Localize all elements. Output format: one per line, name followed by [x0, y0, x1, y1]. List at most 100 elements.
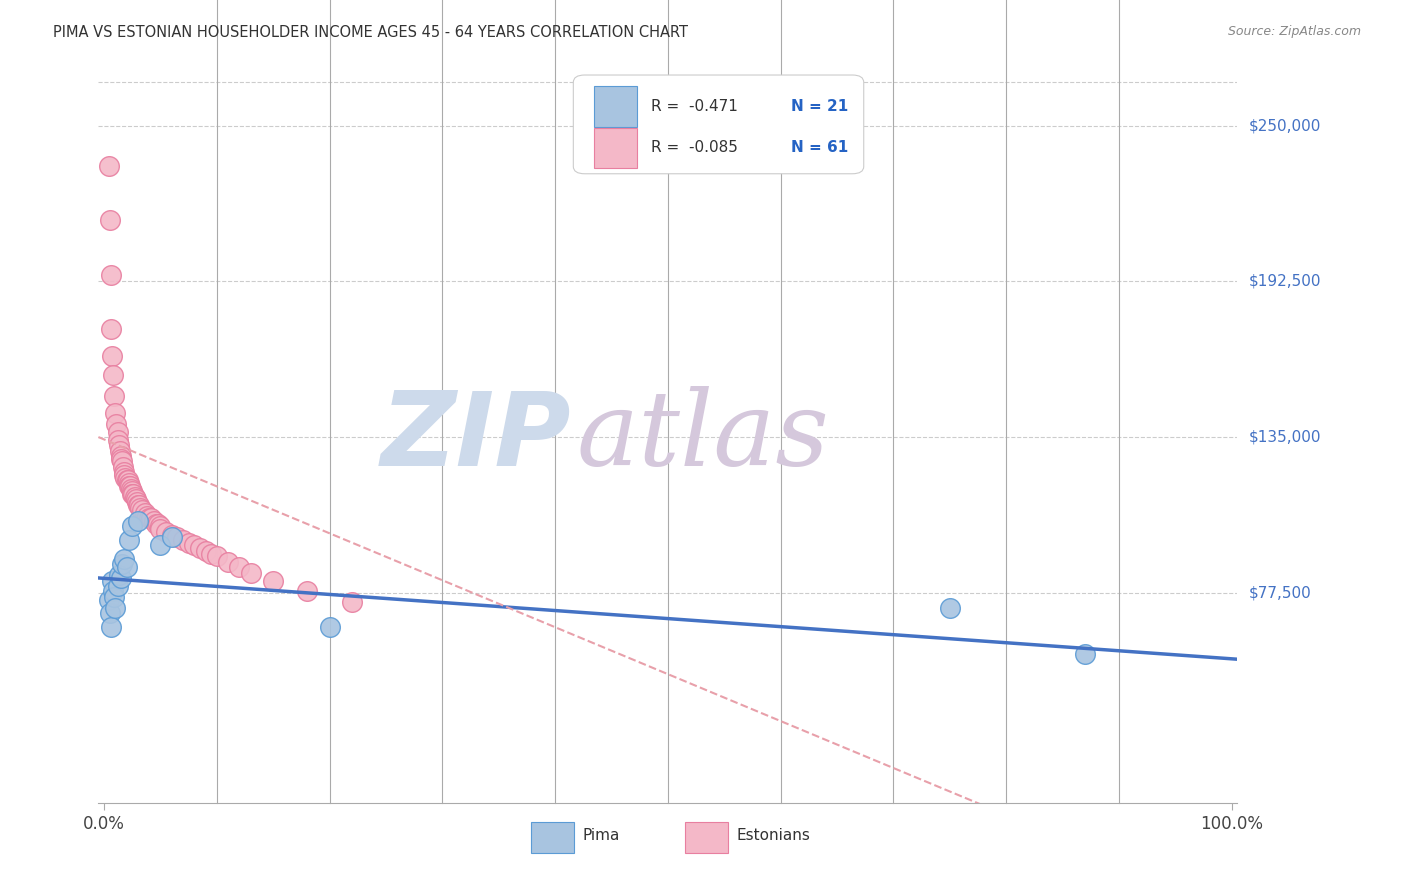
Point: [141, 511, 163, 525]
Text: ZIP: ZIP: [381, 386, 571, 488]
Point: [160, 530, 183, 544]
FancyBboxPatch shape: [574, 75, 863, 174]
Point: [125, 495, 148, 509]
Point: [131, 503, 153, 517]
Point: [107, 438, 129, 452]
Text: $77,500: $77,500: [1249, 585, 1312, 600]
Text: atlas: atlas: [576, 386, 830, 488]
Text: N = 21: N = 21: [790, 99, 848, 114]
Point: [101, 349, 124, 363]
Point: [100, 268, 122, 282]
Point: [149, 538, 172, 552]
Point: [112, 459, 135, 474]
Point: [142, 514, 165, 528]
Point: [148, 516, 170, 531]
Point: [107, 568, 129, 582]
Point: [129, 500, 152, 515]
Point: [107, 579, 129, 593]
Point: [118, 533, 141, 547]
Point: [103, 590, 125, 604]
Point: [121, 519, 143, 533]
Point: [117, 474, 139, 488]
Point: [115, 474, 138, 488]
Point: [134, 506, 156, 520]
Point: [120, 482, 142, 496]
Point: [124, 490, 146, 504]
Point: [110, 451, 132, 466]
Point: [200, 547, 222, 561]
Text: R =  -0.085: R = -0.085: [651, 140, 738, 155]
Point: [100, 620, 122, 634]
FancyBboxPatch shape: [685, 822, 728, 853]
Point: [110, 449, 132, 463]
Point: [177, 535, 200, 549]
Point: [128, 498, 150, 512]
Point: [101, 584, 124, 599]
Text: Pima: Pima: [582, 828, 620, 843]
Point: [138, 511, 160, 525]
Point: [239, 566, 262, 580]
Text: Estonians: Estonians: [737, 828, 810, 843]
Point: [118, 479, 141, 493]
Point: [115, 560, 138, 574]
Point: [111, 558, 134, 572]
Point: [194, 544, 217, 558]
Point: [100, 322, 122, 336]
Text: N = 61: N = 61: [790, 140, 848, 155]
Point: [108, 443, 131, 458]
Point: [318, 620, 340, 634]
Point: [97, 159, 120, 173]
Point: [114, 471, 136, 485]
Point: [103, 389, 125, 403]
Text: PIMA VS ESTONIAN HOUSEHOLDER INCOME AGES 45 - 64 YEARS CORRELATION CHART: PIMA VS ESTONIAN HOUSEHOLDER INCOME AGES…: [53, 25, 689, 40]
Point: [122, 487, 145, 501]
Point: [145, 516, 167, 531]
Point: [160, 527, 183, 541]
Point: [1074, 647, 1097, 661]
Text: $135,000: $135,000: [1249, 430, 1320, 444]
Point: [104, 406, 127, 420]
Point: [107, 425, 129, 439]
Point: [166, 530, 188, 544]
Point: [112, 552, 135, 566]
Text: R =  -0.471: R = -0.471: [651, 99, 738, 114]
Point: [205, 549, 228, 564]
Point: [262, 574, 284, 588]
Point: [112, 465, 135, 479]
Point: [228, 560, 250, 574]
Point: [188, 541, 211, 556]
Point: [155, 524, 177, 539]
Point: [104, 600, 127, 615]
Point: [101, 368, 124, 382]
Point: [295, 584, 318, 599]
Text: Source: ZipAtlas.com: Source: ZipAtlas.com: [1227, 25, 1361, 38]
Point: [149, 519, 172, 533]
Point: [172, 533, 194, 547]
FancyBboxPatch shape: [593, 87, 637, 127]
Point: [938, 600, 960, 615]
Point: [135, 508, 157, 523]
Point: [118, 476, 141, 491]
Point: [110, 571, 132, 585]
Point: [112, 468, 135, 483]
FancyBboxPatch shape: [531, 822, 575, 853]
Point: [111, 454, 134, 468]
Point: [118, 479, 141, 493]
Point: [127, 498, 149, 512]
Point: [98, 213, 121, 227]
FancyBboxPatch shape: [593, 128, 637, 168]
Point: [340, 595, 363, 609]
Point: [124, 492, 146, 507]
Point: [127, 514, 149, 528]
Point: [101, 574, 124, 588]
Point: [98, 606, 121, 620]
Point: [107, 433, 129, 447]
Point: [121, 484, 143, 499]
Text: $250,000: $250,000: [1249, 118, 1320, 133]
Point: [121, 487, 143, 501]
Text: $192,500: $192,500: [1249, 274, 1320, 289]
Point: [183, 538, 205, 552]
Point: [97, 592, 120, 607]
Point: [217, 555, 239, 569]
Point: [149, 522, 172, 536]
